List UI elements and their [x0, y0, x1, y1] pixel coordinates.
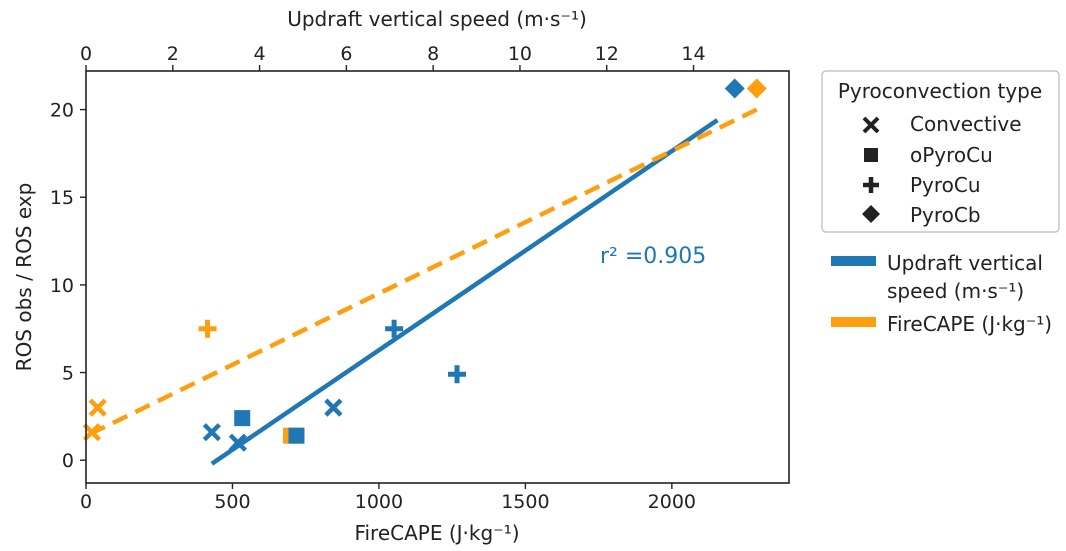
x-top-tick-label: 2 [167, 43, 179, 65]
line-legend-updraft-2: speed (m·s⁻¹) [887, 279, 1024, 303]
line-legend-firecape: FireCAPE (J·kg⁻¹) [887, 312, 1052, 336]
updraft-fit-line [210, 118, 719, 466]
legend-item-convective: Convective [862, 112, 1022, 136]
y-tick-label: 10 [50, 275, 74, 297]
line-legend: Updraft vertical speed (m·s⁻¹) FireCAPE … [831, 251, 1052, 336]
updraft-point-plus [448, 365, 467, 384]
x-tick-label: 1500 [501, 491, 549, 513]
diamond-marker-icon [862, 205, 880, 223]
legend-label-pyrocu: PyroCu [910, 173, 981, 197]
y-axis-label: ROS obs / ROS exp [12, 183, 36, 372]
r-squared-annotation: r² =0.905 [600, 244, 706, 269]
top-axis-label: Updraft vertical speed (m·s⁻¹) [287, 7, 587, 31]
firecape-point-x [82, 423, 101, 442]
x-top-tick-label: 12 [595, 43, 619, 65]
legend-label-pyrocb: PyroCb [910, 203, 981, 227]
y-axis-label-text: ROS obs / ROS exp [12, 183, 36, 372]
x-tick-label: 1000 [355, 491, 403, 513]
firecape-point-plus [198, 319, 217, 338]
firecape-point-x [88, 398, 107, 417]
top-axis-label-text: Updraft vertical speed (m·s⁻¹) [287, 7, 587, 31]
x-tick-label: 2000 [648, 491, 696, 513]
x-top-tick-label: 14 [681, 43, 705, 65]
updraft-point-x [202, 423, 221, 442]
legend-box [821, 70, 1060, 233]
x-top-tick-label: 4 [254, 43, 266, 65]
line-legend-updraft-line1: Updraft vertical [887, 251, 1043, 275]
updraft-point-square [234, 410, 251, 427]
x-top-tick-label: 8 [427, 43, 439, 65]
x-top-tick-label: 0 [80, 43, 92, 65]
x-top-tick-label: 6 [340, 43, 352, 65]
legend: Pyroconvection type Convective oPyroCu P… [821, 70, 1060, 233]
y-tick-label: 0 [62, 450, 74, 472]
line-legend-firecape-line1: FireCAPE (J·kg⁻¹) [887, 312, 1052, 336]
bottom-axis-label: FireCAPE (J·kg⁻¹) [354, 521, 519, 545]
bottom-axis-label-text: FireCAPE (J·kg⁻¹) [354, 521, 519, 545]
y-tick-label: 15 [50, 187, 74, 209]
plot-layer [82, 78, 767, 466]
legend-label-convective: Convective [910, 112, 1022, 136]
y-tick-label: 20 [50, 100, 74, 122]
updraft-point-diamond [724, 78, 745, 99]
legend-item-pyrocu: PyroCu [863, 173, 981, 197]
updraft-point-plus [385, 319, 404, 338]
plus-marker-icon [863, 177, 879, 193]
updraft-point-square [288, 427, 305, 444]
updraft-point-x [228, 433, 247, 452]
line-legend-updraft: Updraft vertical [887, 251, 1043, 275]
y-tick-label: 5 [62, 363, 74, 385]
x-marker-icon [862, 116, 880, 134]
updraft-point-x [324, 398, 343, 417]
legend-item-opyrocu: oPyroCu [864, 143, 993, 167]
firecape-point-diamond [746, 78, 767, 99]
square-marker-icon [864, 148, 878, 162]
x-tick-label: 0 [80, 491, 92, 513]
ticks-layer: 0 500 1000 1500 2000 0 2 4 6 8 10 12 14 0 5 10 15 20 [50, 43, 706, 513]
plot-frame [85, 70, 790, 484]
r-squared-text: r² =0.905 [600, 244, 706, 269]
updraft-line-swatch [831, 256, 876, 266]
line-legend-updraft-line2: speed (m·s⁻¹) [887, 279, 1024, 303]
x-tick-label: 500 [214, 491, 250, 513]
x-top-tick-label: 10 [508, 43, 532, 65]
legend-item-pyrocb: PyroCb [862, 203, 981, 227]
legend-label-opyrocu: oPyroCu [910, 143, 993, 167]
firecape-fit-line [89, 107, 758, 436]
firecape-line-swatch [831, 317, 876, 327]
legend-title: Pyroconvection type [838, 79, 1042, 103]
